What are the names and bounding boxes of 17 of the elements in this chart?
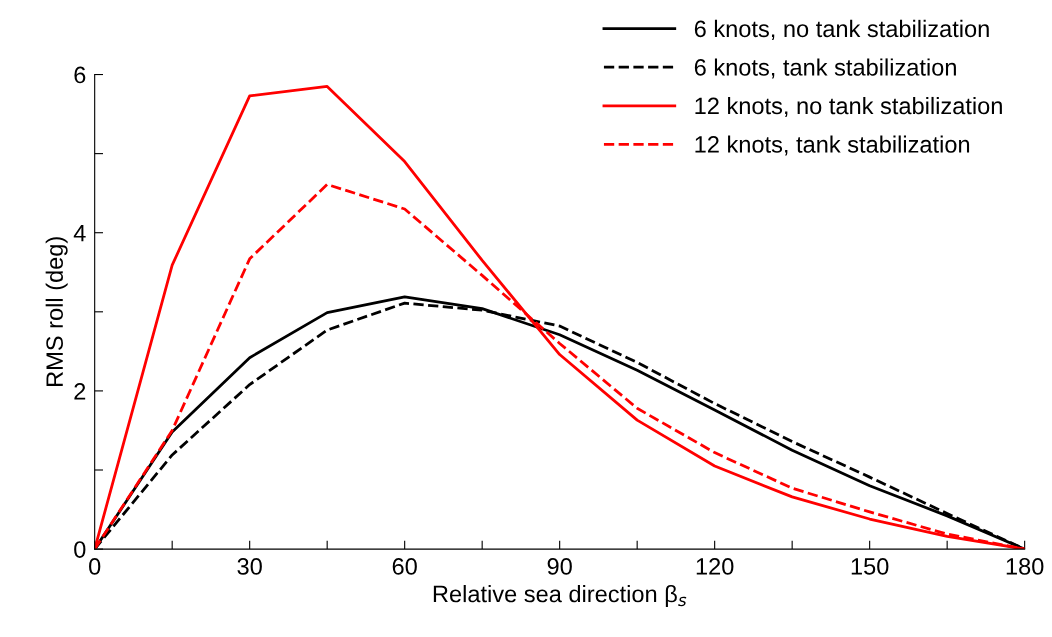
y-tick-label: 2: [74, 382, 86, 400]
x-axis-title: Relative sea direction β$_{s}$: [433, 584, 687, 607]
legend-label: 6 knots, no tank stabilization: [694, 19, 989, 40]
y-tick-label: 6: [74, 66, 86, 84]
x-tick-label: 0: [89, 558, 101, 575]
x-tick-label: 180: [1006, 558, 1044, 575]
legend-label: 6 knots, tank stabilization: [694, 58, 956, 79]
legend-label: 12 knots, tank stabilization: [695, 135, 970, 156]
x-tick-label: 90: [547, 558, 572, 575]
y-axis-title: RMS roll (deg): [45, 237, 68, 386]
legend-label: 12 knots, no tank stabilization: [695, 96, 1002, 118]
x-tick-label: 60: [392, 558, 417, 575]
y-tick-label: 0: [74, 541, 86, 558]
x-tick-label: 30: [237, 558, 262, 575]
x-tick-label: 120: [696, 558, 734, 575]
x-tick-label: 150: [851, 558, 889, 575]
y-tick-label: 4: [73, 225, 86, 242]
